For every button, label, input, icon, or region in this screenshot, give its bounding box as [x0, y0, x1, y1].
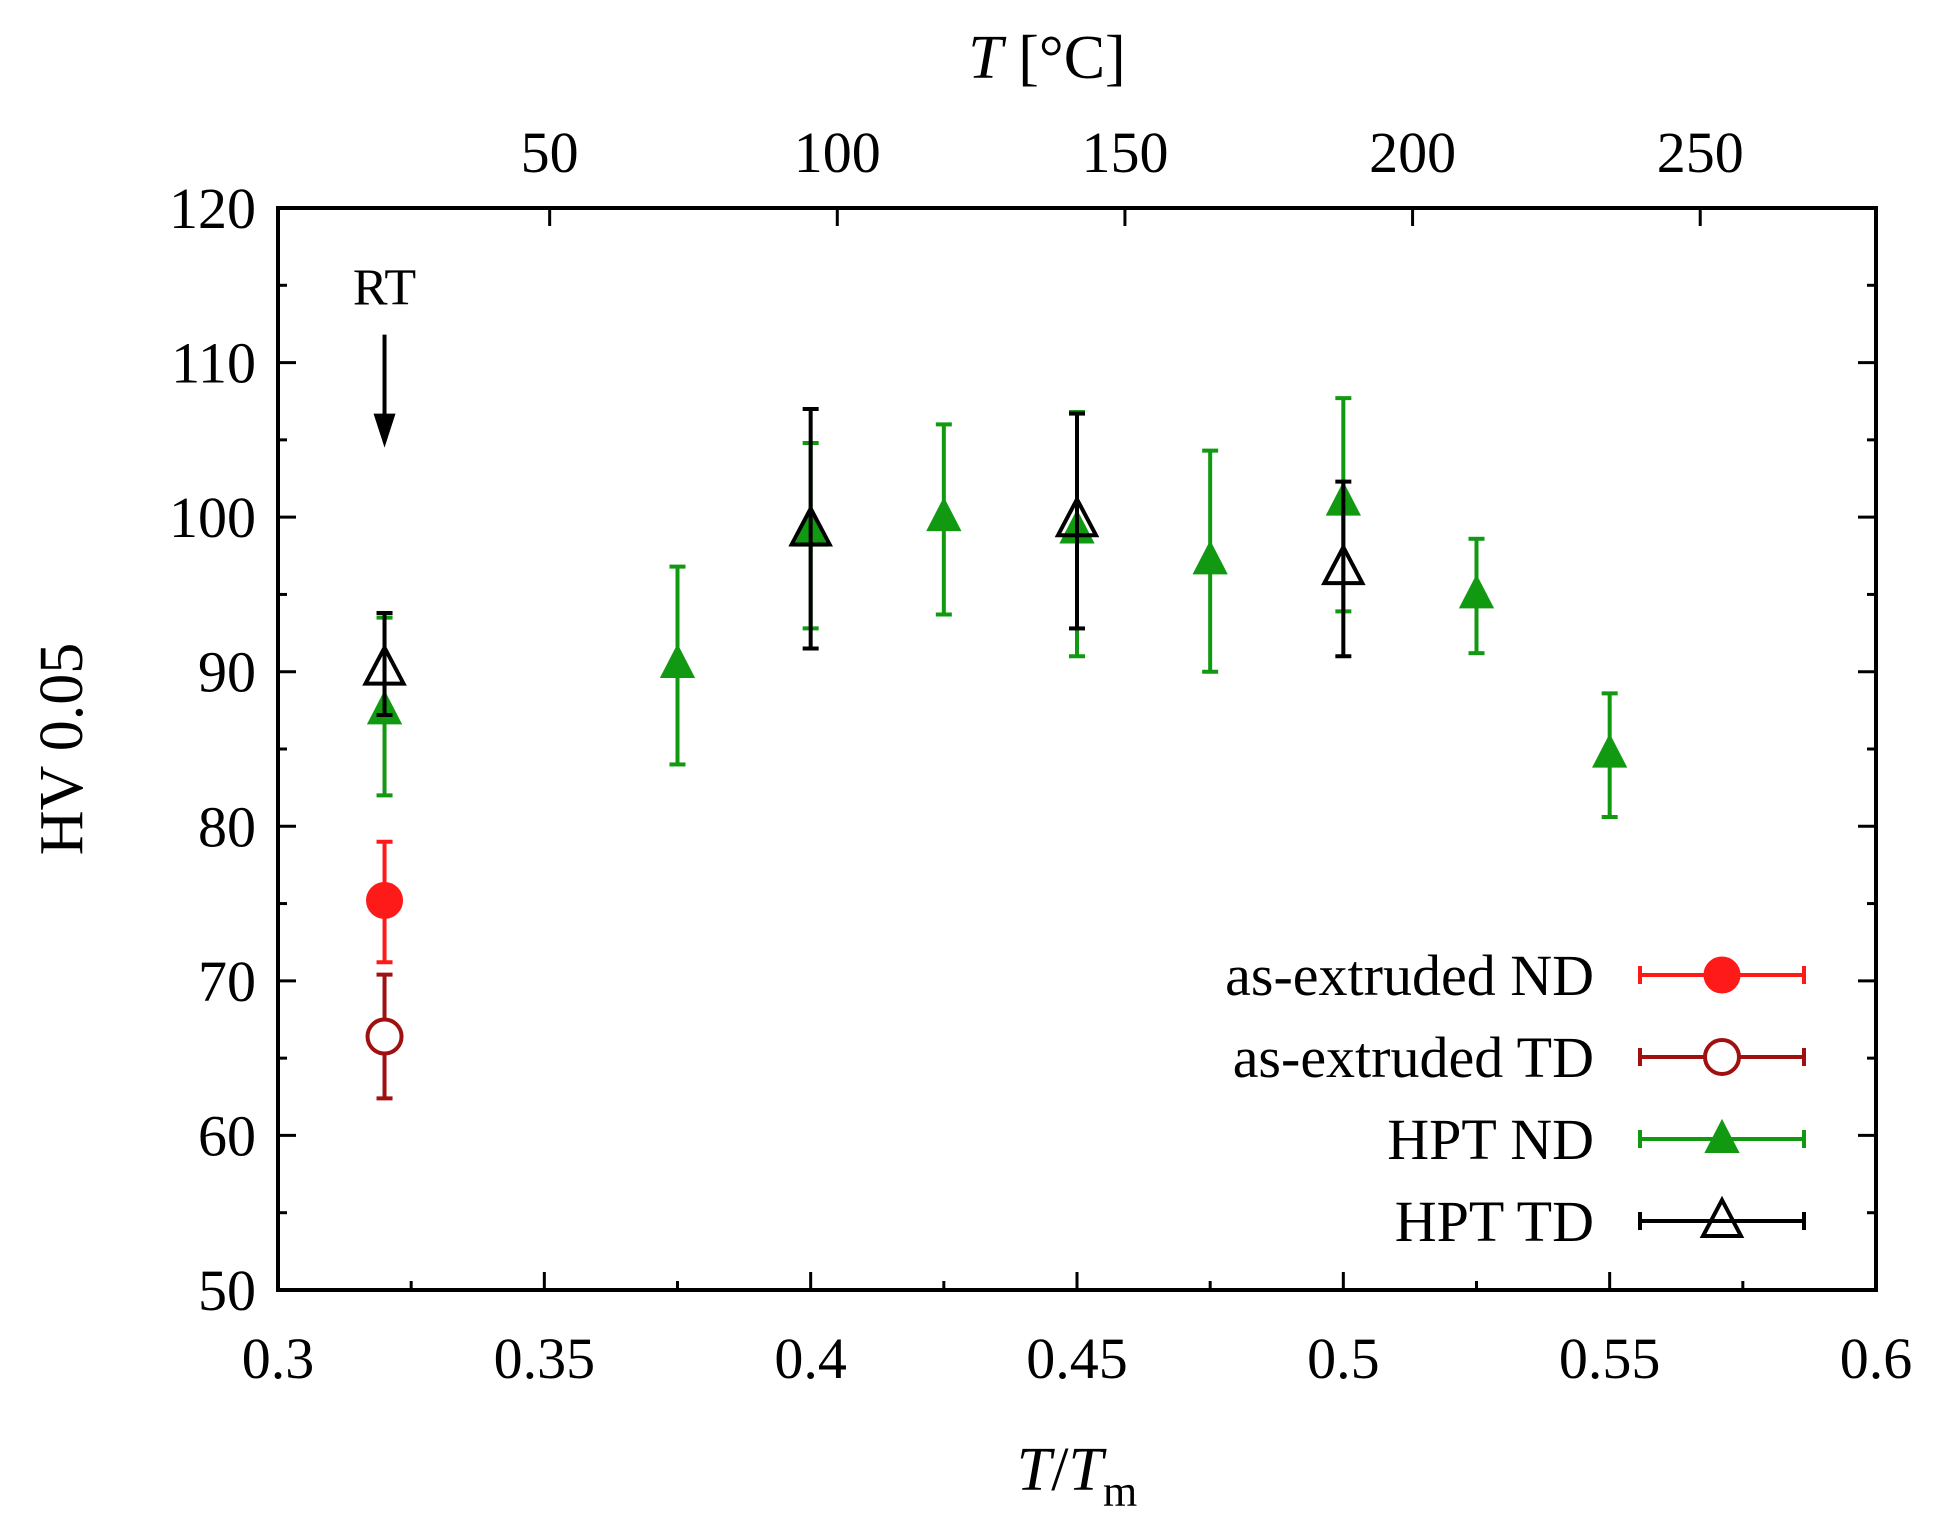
- top-tick-label: 100: [794, 120, 881, 185]
- data-point: [1192, 540, 1228, 575]
- x-axis-title-tm: T: [1069, 1436, 1108, 1504]
- legend-item: HPT ND: [1387, 1107, 1806, 1172]
- data-point: [659, 643, 696, 678]
- top-axis-title-unit: [°C]: [1003, 24, 1126, 92]
- top-tick-label: 150: [1081, 120, 1168, 185]
- x-tick-label: 0.3: [242, 1326, 315, 1391]
- top-tick-label: 250: [1657, 120, 1744, 185]
- legend-label: HPT TD: [1395, 1189, 1594, 1254]
- y-axis-title: HV 0.05: [28, 643, 96, 855]
- legend-marker: [1703, 1038, 1741, 1076]
- series-as-extruded-nd: [366, 839, 404, 965]
- data-point: [362, 643, 407, 686]
- x-axis-title-var: T: [1017, 1436, 1056, 1504]
- x-tick-label: 0.45: [1026, 1326, 1128, 1391]
- legend-item: as-extruded TD: [1233, 1025, 1806, 1090]
- y-tick-label: 110: [171, 331, 256, 396]
- legend-marker: [1699, 1195, 1745, 1238]
- x-tick-label: 0.35: [494, 1326, 596, 1391]
- legend-label: as-extruded ND: [1225, 943, 1594, 1008]
- legend-item: as-extruded ND: [1225, 943, 1806, 1008]
- legend-label: as-extruded TD: [1233, 1025, 1594, 1090]
- data-point: [365, 1017, 404, 1056]
- legend-marker: [1704, 1118, 1740, 1153]
- data-point: [926, 496, 962, 532]
- y-tick-label: 70: [198, 949, 256, 1014]
- y-tick-label: 120: [169, 176, 256, 241]
- series-hpt-td: [362, 406, 1366, 717]
- top-axis-title: T [°C]: [968, 24, 1125, 92]
- legend-item: HPT TD: [1395, 1189, 1806, 1254]
- x-tick-label: 0.4: [774, 1326, 847, 1391]
- series-hpt-nd: [366, 396, 1628, 820]
- data-point: [1054, 494, 1100, 538]
- y-tick-label: 60: [198, 1103, 256, 1168]
- axes-layer: [276, 206, 1878, 1292]
- legend-label: HPT ND: [1387, 1107, 1594, 1172]
- rt-arrow-head: [373, 413, 396, 448]
- data-point: [788, 504, 833, 547]
- legend-marker: [1703, 956, 1741, 994]
- top-tick-label: 200: [1369, 120, 1456, 185]
- y-tick-label: 80: [198, 794, 256, 859]
- data-point: [1458, 574, 1495, 609]
- x-axis-title: T/Tm: [1017, 1436, 1137, 1516]
- labels-layer: 0.3 0.35 0.4 0.45 0.5 0.55 0.6 50 60 70 80 90 100 110…: [28, 24, 1912, 1516]
- x-tick-label: 0.6: [1840, 1326, 1913, 1391]
- legend: as-extruded ND as-extruded TD HPT ND HPT TD: [1225, 943, 1806, 1254]
- rt-annotation: RT: [353, 260, 416, 317]
- y-tick-label: 100: [169, 485, 256, 550]
- y-tick-label: 50: [198, 1258, 256, 1323]
- data-point: [1592, 733, 1628, 768]
- data-point: [1321, 542, 1366, 586]
- top-tick-label: 50: [521, 120, 579, 185]
- x-axis-title-slash: /: [1051, 1436, 1069, 1504]
- x-tick-label: 0.55: [1559, 1326, 1661, 1391]
- series-as-extruded-td: [365, 972, 404, 1101]
- y-tick-label: 90: [198, 640, 256, 705]
- plot-frame: [276, 206, 1878, 1292]
- data-point: [366, 881, 404, 919]
- x-tick-label: 0.5: [1307, 1326, 1380, 1391]
- series-layer: [362, 396, 1628, 1101]
- top-axis-title-var: T: [968, 24, 1007, 92]
- x-axis-title-sub: m: [1103, 1467, 1137, 1516]
